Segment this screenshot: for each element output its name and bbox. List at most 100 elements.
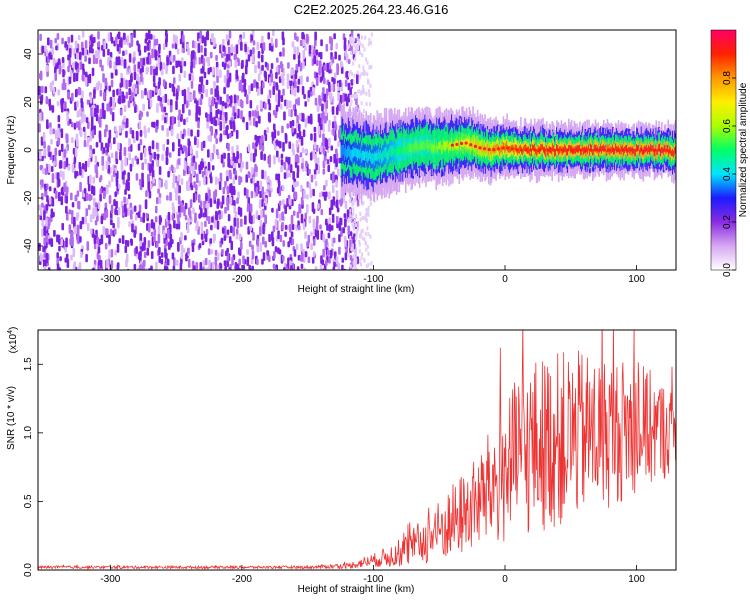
heatmap-noise-cell (255, 166, 258, 173)
heatmap-track-cell (482, 143, 484, 152)
heatmap-noise-cell (207, 56, 211, 67)
heatmap-noise-cell (278, 200, 282, 206)
heatmap-noise-cell (236, 217, 239, 227)
heatmap-track-cell (359, 148, 362, 158)
heatmap-track-cell (390, 145, 392, 157)
heatmap-noise-cell (250, 191, 254, 199)
heatmap-noise-cell (91, 37, 94, 47)
heatmap-noise-cell (264, 61, 268, 68)
heatmap-track-cell (591, 148, 594, 156)
heatmap-noise-cell (172, 34, 176, 43)
heatmap-track-cell (470, 141, 472, 151)
heatmap-noise-cell (252, 47, 255, 55)
heatmap-noise-cell (222, 38, 225, 45)
heatmap-noise-cell (177, 214, 180, 225)
snr-x-tick-label: 0 (502, 574, 508, 585)
heatmap-noise-cell (184, 202, 188, 210)
heatmap-noise-cell (190, 65, 193, 74)
heatmap-noise-cell (187, 217, 191, 226)
heatmap-noise-cell (262, 236, 265, 245)
heatmap-noise-cell (355, 214, 358, 219)
heatmap-noise-cell (332, 266, 336, 270)
heatmap-track-cell (595, 144, 598, 152)
snr-y-tick-label: 1.0 (23, 425, 34, 439)
heatmap-noise-cell (336, 63, 339, 69)
heatmap-noise-cell (240, 241, 243, 250)
heatmap-noise-cell (73, 216, 76, 227)
heatmap-noise-cell (141, 180, 145, 188)
heatmap-noise-cell (288, 109, 291, 117)
heatmap-noise-cell (230, 44, 234, 53)
heatmap-noise-cell (191, 40, 195, 49)
heatmap-track-cell (381, 151, 384, 162)
heatmap-noise-cell (358, 249, 361, 254)
heatmap-noise-cell (65, 205, 68, 214)
heatmap-noise-cell (106, 258, 109, 269)
heatmap-noise-cell (199, 261, 203, 270)
heatmap-track-cell (427, 139, 429, 150)
heatmap-noise-cell (331, 121, 335, 129)
colorbar-gradient (710, 29, 737, 271)
heatmap-track-cell (541, 144, 543, 150)
heatmap-noise-cell (246, 203, 250, 212)
heatmap-noise-cell (151, 121, 154, 128)
heatmap-noise-cell (270, 62, 274, 70)
spectrogram-x-ticks: -300 -200 -100 0 100 (100, 265, 645, 285)
heatmap-noise-cell (297, 225, 301, 231)
heatmap-noise-cell (223, 235, 227, 241)
heatmap-track-cell (588, 144, 590, 151)
heatmap-noise-cell (47, 145, 50, 152)
heatmap-noise-cell (284, 224, 288, 230)
heatmap-track-cell (375, 153, 378, 162)
heatmap-noise-cell (251, 265, 254, 270)
heatmap-noise-cell (233, 188, 236, 196)
heatmap-noise-cell (226, 201, 230, 211)
heatmap-noise-cell (100, 215, 104, 225)
heatmap-noise-cell (94, 50, 98, 57)
heatmap-noise-cell (358, 234, 361, 239)
heatmap-noise-cell (73, 226, 77, 235)
heatmap-noise-cell (237, 157, 241, 164)
heatmap-track-cell (424, 140, 426, 151)
heatmap-noise-cell (112, 222, 115, 229)
snr-x-tick-label: -300 (100, 574, 120, 585)
heatmap-noise-cell (226, 176, 229, 182)
heatmap-noise-cell (304, 118, 308, 128)
heatmap-track-cell (506, 140, 508, 150)
heatmap-noise-cell (174, 187, 177, 193)
heatmap-peak-point (575, 148, 579, 152)
heatmap-noise-cell (161, 125, 164, 131)
heatmap-noise-cell (259, 190, 262, 199)
heatmap-noise-cell (63, 269, 65, 270)
heatmap-noise-cell (117, 98, 121, 104)
heatmap-noise-cell (89, 149, 92, 159)
heatmap-noise-cell (209, 51, 213, 59)
heatmap-noise-cell (259, 226, 262, 236)
heatmap-noise-cell (178, 109, 181, 118)
heatmap-noise-cell (310, 133, 313, 141)
spectrogram-y-label: Frequency (Hz) (6, 116, 17, 185)
heatmap-noise-cell (286, 225, 290, 231)
heatmap-noise-cell (54, 129, 58, 140)
heatmap-noise-cell (312, 188, 315, 197)
heatmap-noise-cell (106, 228, 109, 235)
heatmap-noise-cell (367, 208, 370, 213)
heatmap-peak-point (473, 144, 477, 148)
heatmap-noise-cell (209, 238, 213, 244)
heatmap-noise-cell (220, 237, 224, 244)
heatmap-noise-cell (43, 265, 47, 270)
heatmap-noise-cell (81, 168, 84, 179)
heatmap-noise-cell (234, 261, 238, 270)
heatmap-noise-cell (308, 183, 312, 190)
heatmap-track-cell (659, 143, 661, 151)
heatmap-noise-cell (222, 121, 226, 130)
heatmap-noise-cell (102, 49, 106, 57)
heatmap-noise-cell (133, 205, 137, 212)
heatmap-noise-cell (349, 94, 352, 99)
heatmap-track-cell (605, 150, 608, 156)
heatmap-noise-cell (281, 125, 284, 134)
heatmap-noise-cell (109, 228, 113, 237)
heatmap-track-cell (348, 146, 351, 158)
heatmap-noise-cell (216, 109, 220, 115)
heatmap-noise-cell (294, 32, 297, 40)
